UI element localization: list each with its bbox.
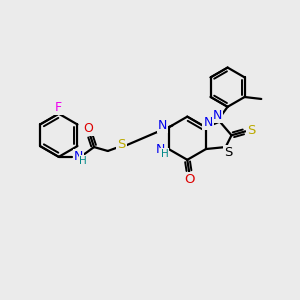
Text: H: H [161,149,169,159]
Text: N: N [156,142,165,155]
Text: S: S [247,124,255,137]
Text: S: S [117,138,126,151]
Text: F: F [55,101,62,114]
Text: S: S [224,146,233,159]
Text: O: O [83,122,93,135]
Text: N: N [213,109,223,122]
Text: N: N [203,116,213,129]
Text: H: H [80,156,87,166]
Text: N: N [158,119,167,132]
Text: O: O [184,173,194,186]
Text: N: N [74,150,83,164]
